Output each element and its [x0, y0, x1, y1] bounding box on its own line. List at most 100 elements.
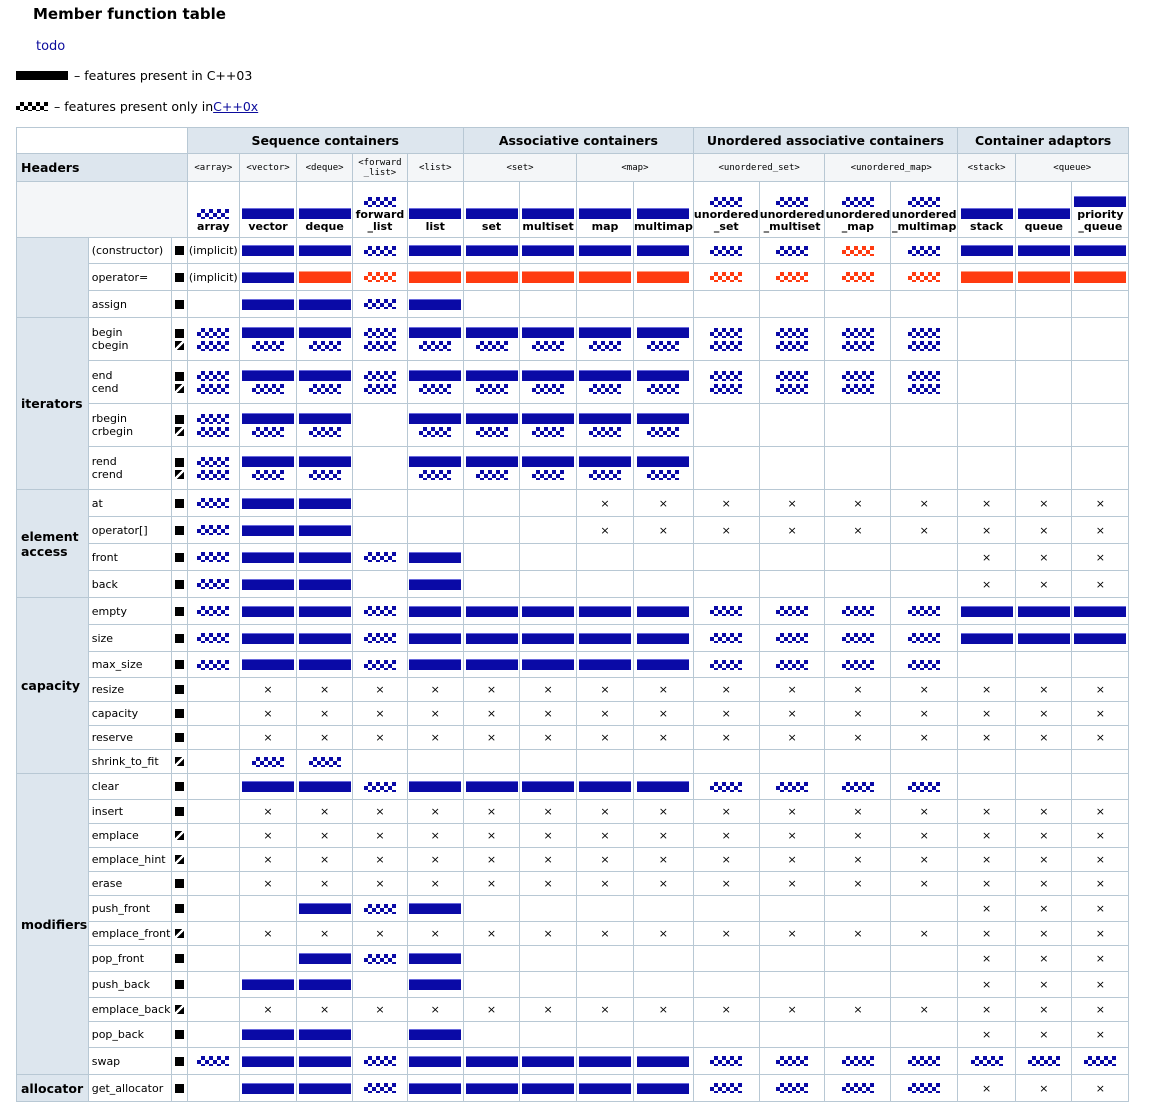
function-name[interactable]: pop_back: [87, 1021, 173, 1048]
function-name[interactable]: capacity: [87, 701, 173, 726]
changed-cpp0x-feature-bar: [841, 272, 874, 282]
cpp0x-feature-bar: [197, 413, 230, 424]
feature-cell: [406, 945, 464, 972]
container-name-label: unordered _map: [825, 208, 891, 233]
cpp0x-feature-bar: [776, 606, 809, 616]
feature-cell: (implicit): [186, 263, 241, 291]
feature-cell: ×: [632, 725, 694, 750]
function-name[interactable]: rbegin crbegin: [87, 403, 173, 447]
cpp03-marker-icon: [174, 733, 184, 742]
feature-cell: [632, 1047, 694, 1075]
feature-cell: [352, 1047, 408, 1075]
cpp0x-feature-bar: [532, 384, 565, 394]
feature-cell: [576, 403, 634, 447]
feature-cell: [824, 403, 892, 447]
cpp03-feature-bar: [465, 327, 518, 338]
feature-cell: [519, 290, 578, 318]
cpp0x-feature-bar: [908, 327, 941, 338]
not-available-mark: ×: [375, 853, 385, 866]
feature-cell: ×: [1015, 799, 1073, 824]
cpp0x-feature-bar: [363, 781, 396, 792]
table-row: modifiers clear: [16, 773, 1168, 1075]
cpp03-feature-bar: [465, 208, 518, 219]
function-name[interactable]: reserve: [87, 725, 173, 750]
container-name: unordered _multiset: [758, 181, 826, 238]
feature-cell: ×: [462, 871, 521, 896]
cpp03-marker-icon: [174, 579, 184, 589]
feature-cell: [519, 1074, 578, 1102]
container-name: unordered _multimap: [890, 181, 958, 238]
not-available-mark: ×: [1095, 829, 1105, 842]
function-name[interactable]: (constructor): [87, 237, 173, 264]
cpp0x-feature-bar: [363, 197, 396, 207]
cpp0x-feature-bar: [841, 383, 874, 394]
feature-cell: ×: [632, 701, 694, 726]
not-available-mark: ×: [375, 829, 385, 842]
function-name[interactable]: back: [87, 570, 173, 598]
not-available-mark: ×: [981, 731, 992, 744]
cpp03-feature-bar: [637, 605, 690, 617]
function-name[interactable]: push_back: [87, 971, 173, 998]
function-name[interactable]: operator[]: [87, 516, 173, 544]
headers-label: Headers: [16, 153, 188, 182]
cpp03-marker-icon: [174, 371, 184, 381]
table-row: insert × × × × × × × × × × × × × × ×: [17, 799, 1168, 824]
not-available-mark: ×: [430, 805, 440, 818]
function-name[interactable]: rend crend: [87, 446, 173, 490]
standard-marker: [171, 871, 188, 896]
function-name[interactable]: begin cbegin: [87, 317, 173, 361]
container-name: queue: [1015, 181, 1073, 238]
function-name[interactable]: operator=: [87, 263, 173, 291]
function-name[interactable]: resize: [87, 677, 173, 702]
function-name[interactable]: emplace_front: [87, 921, 173, 946]
feature-cell: [239, 360, 297, 404]
standard-marker: [171, 570, 188, 598]
cpp0x-feature-bar: [776, 1083, 809, 1093]
feature-cell: [295, 317, 354, 361]
cpp03-feature-bar: [242, 413, 295, 424]
cpp03-feature-bar: [409, 370, 462, 381]
function-name[interactable]: erase: [87, 871, 173, 896]
feature-cell: ×: [519, 799, 578, 824]
cpp0x-link[interactable]: C++0x: [213, 99, 259, 114]
feature-cell: [956, 237, 1017, 264]
function-name[interactable]: at: [87, 489, 173, 517]
feature-cell: ×: [1071, 921, 1130, 946]
function-name[interactable]: swap: [87, 1047, 173, 1075]
function-name[interactable]: pop_front: [87, 945, 173, 972]
cpp0x-feature-bar: [710, 633, 743, 643]
cpp03-feature-bar: [298, 1029, 351, 1040]
feature-cell: [824, 1047, 892, 1075]
function-name[interactable]: emplace_hint: [87, 847, 173, 872]
todo-link[interactable]: todo: [36, 39, 66, 54]
function-name[interactable]: size: [87, 624, 173, 652]
feature-cell: ×: [406, 725, 464, 750]
function-name[interactable]: clear: [87, 773, 173, 800]
feature-cell: [824, 651, 892, 678]
feature-cell: [576, 895, 634, 922]
cpp03-feature-bar: [637, 781, 690, 792]
function-name[interactable]: shrink_to_fit: [87, 749, 173, 774]
function-name[interactable]: assign: [87, 290, 173, 318]
feature-cell: [239, 570, 297, 598]
feature-cell: [352, 651, 408, 678]
function-name[interactable]: emplace: [87, 823, 173, 848]
function-name[interactable]: push_front: [87, 895, 173, 922]
feature-cell: [352, 263, 408, 291]
feature-cell: [890, 403, 958, 447]
feature-cell: ×: [1015, 701, 1073, 726]
function-name[interactable]: empty: [87, 597, 173, 625]
cpp03-feature-bar: [242, 1029, 295, 1040]
function-name[interactable]: insert: [87, 799, 173, 824]
function-name[interactable]: emplace_back: [87, 997, 173, 1022]
cpp0x-feature-bar: [363, 245, 396, 256]
feature-cell: ×: [758, 701, 826, 726]
not-available-mark: ×: [1039, 978, 1049, 991]
function-name[interactable]: get_allocator: [87, 1074, 173, 1102]
feature-cell: [406, 773, 464, 800]
function-name[interactable]: end cend: [87, 360, 173, 404]
function-name[interactable]: front: [87, 543, 173, 571]
cpp03-feature-bar: [579, 327, 632, 338]
function-name[interactable]: max_size: [87, 651, 173, 678]
cpp03-feature-bar: [960, 632, 1013, 644]
